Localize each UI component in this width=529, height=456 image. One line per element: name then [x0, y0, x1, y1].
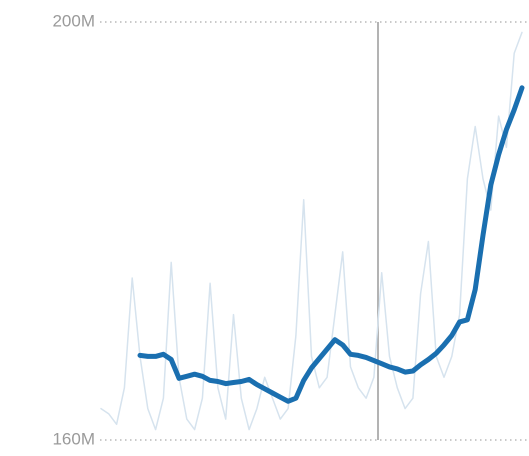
series-line [100, 31, 523, 431]
y-tick-label: 160M [52, 429, 95, 448]
y-tick-label: 200M [52, 11, 95, 30]
series-line [137, 85, 525, 404]
